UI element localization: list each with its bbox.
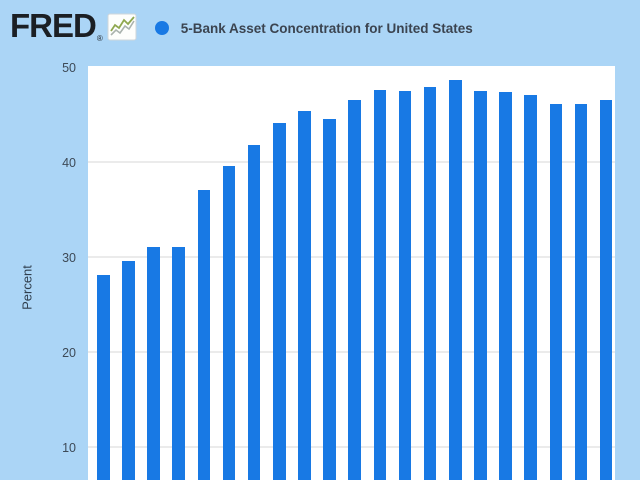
y-axis-label: Percent xyxy=(19,265,35,310)
bar-21[interactable] xyxy=(599,100,613,480)
bar-1[interactable] xyxy=(97,275,110,480)
plot-area xyxy=(88,66,615,480)
chart-header: FRED ® 5-Bank Asset Concentration for Un… xyxy=(0,0,640,56)
y-tick-40: 40 xyxy=(62,156,76,170)
y-tick-30: 30 xyxy=(62,251,76,265)
bar-4[interactable] xyxy=(172,246,185,480)
bar-19[interactable] xyxy=(549,104,563,480)
registered-trademark-symbol: ® xyxy=(96,33,103,43)
series-title: 5-Bank Asset Concentration for United St… xyxy=(180,20,473,36)
y-tick-50: 50 xyxy=(62,61,76,75)
bar-15[interactable] xyxy=(448,80,462,480)
bar-8[interactable] xyxy=(272,123,286,480)
bar-9[interactable] xyxy=(298,110,311,480)
bar-3[interactable] xyxy=(147,247,160,480)
y-tick-20: 20 xyxy=(62,346,76,360)
bar-14[interactable] xyxy=(423,86,437,480)
bar-13[interactable] xyxy=(398,90,412,480)
fred-logo-link[interactable]: FRED ® xyxy=(10,6,137,46)
bar-17[interactable] xyxy=(499,91,512,480)
bar-2[interactable] xyxy=(122,260,135,480)
bar-5[interactable] xyxy=(197,190,211,480)
fred-sparkline-icon xyxy=(107,13,137,46)
series-legend-dot-icon xyxy=(154,21,169,35)
bar-12[interactable] xyxy=(373,89,387,480)
bar-7[interactable] xyxy=(247,144,261,480)
fred-logo-wordmark: FRED xyxy=(10,6,97,44)
bar-16[interactable] xyxy=(474,90,487,480)
y-tick-10: 10 xyxy=(62,441,76,455)
bar-10[interactable] xyxy=(323,119,336,480)
bar-18[interactable] xyxy=(524,94,537,480)
bar-20[interactable] xyxy=(574,104,588,480)
bar-11[interactable] xyxy=(348,100,361,480)
bar-6[interactable] xyxy=(222,165,236,480)
